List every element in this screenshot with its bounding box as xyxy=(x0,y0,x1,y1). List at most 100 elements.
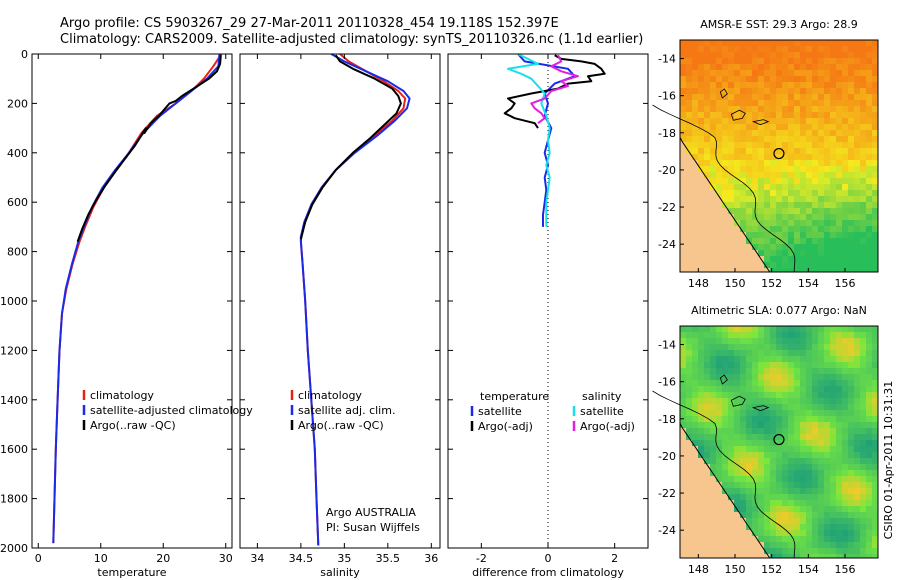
map-cell xyxy=(794,512,800,518)
map-cell xyxy=(866,536,872,542)
map-cell xyxy=(770,106,776,112)
map-cell xyxy=(812,446,818,452)
map-cell xyxy=(734,112,740,118)
map-cell xyxy=(710,106,716,112)
map-cell xyxy=(782,452,788,458)
map-cell xyxy=(782,214,788,220)
map-cell xyxy=(752,190,758,196)
map-cell xyxy=(872,476,878,482)
map-cell xyxy=(740,106,746,112)
legend-entry: climatology xyxy=(90,389,154,402)
map-cell xyxy=(830,464,836,470)
map-cell xyxy=(728,554,734,558)
map-cell xyxy=(806,82,812,88)
map-cell xyxy=(812,76,818,82)
map-cell xyxy=(758,64,764,70)
map-cell xyxy=(860,130,866,136)
map-cell xyxy=(806,458,812,464)
x-tick-label: 152 xyxy=(761,563,782,576)
map-cell xyxy=(860,476,866,482)
map-cell xyxy=(788,326,794,332)
map-cell xyxy=(734,440,740,446)
map-cell xyxy=(830,208,836,214)
map-cell xyxy=(866,488,872,494)
map-cell xyxy=(830,94,836,100)
map-cell xyxy=(698,500,704,506)
map-cell xyxy=(746,506,752,512)
map-cell xyxy=(752,416,758,422)
map-cell xyxy=(842,530,848,536)
map-cell xyxy=(692,238,698,244)
map-cell xyxy=(680,362,686,368)
map-cell xyxy=(830,142,836,148)
map-cell xyxy=(770,70,776,76)
map-cell xyxy=(866,58,872,64)
series-line-sal_satellite xyxy=(507,53,551,227)
map-cell xyxy=(818,536,824,542)
map-cell xyxy=(854,58,860,64)
map-cell xyxy=(830,500,836,506)
map-cell xyxy=(848,124,854,130)
map-cell xyxy=(680,46,686,52)
map-cell xyxy=(764,326,770,332)
map-cell xyxy=(776,40,782,46)
map-cell xyxy=(824,190,830,196)
map-cell xyxy=(854,142,860,148)
map-cell xyxy=(758,40,764,46)
map-cell xyxy=(872,262,878,268)
map-cell xyxy=(836,112,842,118)
map-cell xyxy=(842,226,848,232)
map-cell xyxy=(698,476,704,482)
map-cell xyxy=(758,58,764,64)
map-cell xyxy=(812,386,818,392)
map-cell xyxy=(692,106,698,112)
map-cell xyxy=(866,70,872,76)
map-cell xyxy=(734,404,740,410)
map-cell xyxy=(794,94,800,100)
map-cell xyxy=(788,196,794,202)
map-cell xyxy=(722,434,728,440)
map-cell xyxy=(704,392,710,398)
map-cell xyxy=(686,476,692,482)
x-tick-label: 0 xyxy=(35,552,42,565)
map-cell xyxy=(770,196,776,202)
map-cell xyxy=(680,190,686,196)
map-cell xyxy=(872,130,878,136)
map-cell xyxy=(692,76,698,82)
map-cell xyxy=(758,530,764,536)
map-cell xyxy=(836,338,842,344)
map-cell xyxy=(680,262,686,268)
map-cell xyxy=(860,488,866,494)
map-cell xyxy=(824,40,830,46)
map-cell xyxy=(746,250,752,256)
map-cell xyxy=(722,446,728,452)
map-cell xyxy=(758,178,764,184)
map-cell xyxy=(680,40,686,46)
map-cell xyxy=(734,94,740,100)
map-cell xyxy=(872,374,878,380)
map-cell xyxy=(824,208,830,214)
map-cell xyxy=(704,542,710,548)
y-tick-label: -20 xyxy=(658,164,676,177)
map-cell xyxy=(782,368,788,374)
map-cell xyxy=(740,202,746,208)
map-cell xyxy=(740,124,746,130)
map-cell xyxy=(734,232,740,238)
map-cell xyxy=(800,64,806,70)
map-cell xyxy=(854,500,860,506)
map-cell xyxy=(770,226,776,232)
map-cell xyxy=(830,410,836,416)
map-cell xyxy=(782,350,788,356)
map-cell xyxy=(698,46,704,52)
map-cell xyxy=(782,338,788,344)
map-cell xyxy=(788,362,794,368)
x-tick-label: 148 xyxy=(688,563,709,576)
map-cell xyxy=(854,88,860,94)
map-cell xyxy=(692,488,698,494)
map-cell xyxy=(770,404,776,410)
map-cell xyxy=(752,398,758,404)
map-cell xyxy=(728,238,734,244)
map-cell xyxy=(722,190,728,196)
map-cell xyxy=(704,404,710,410)
map-cell xyxy=(752,392,758,398)
